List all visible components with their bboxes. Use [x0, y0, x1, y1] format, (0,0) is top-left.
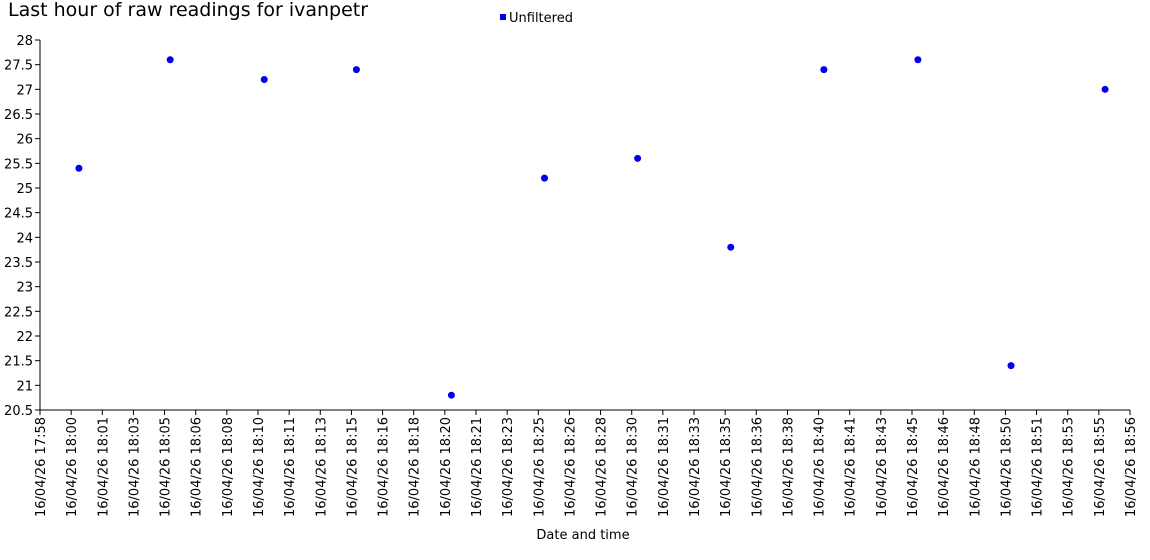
x-tick-label: 16/04/26 18:05 — [159, 417, 174, 517]
x-tick-label: 16/04/26 18:28 — [595, 417, 610, 517]
y-tick-label: 21.5 — [4, 355, 33, 370]
x-tick-label: 16/04/26 18:56 — [1124, 417, 1139, 517]
x-tick-label: 16/04/26 18:13 — [314, 417, 329, 517]
x-tick-label: 16/04/26 18:40 — [813, 417, 828, 517]
y-tick-label: 22.5 — [4, 305, 33, 320]
y-tick-label: 24.5 — [4, 207, 33, 222]
y-tick-label: 27 — [16, 83, 33, 98]
point — [75, 164, 83, 172]
x-tick-label: 16/04/26 18:46 — [937, 417, 952, 517]
point — [447, 391, 455, 399]
y-tick-label: 28 — [16, 34, 33, 49]
x-tick-label: 16/04/26 18:51 — [1031, 417, 1046, 517]
point — [820, 66, 828, 74]
y-tick-label: 24 — [16, 231, 33, 246]
y-tick-label: 20.5 — [4, 404, 33, 419]
x-tick-label: 16/04/26 18:23 — [501, 417, 516, 517]
x-tick-label: 16/04/26 18:31 — [657, 417, 672, 517]
x-tick-label: 16/04/26 18:01 — [96, 417, 111, 517]
point — [1101, 85, 1109, 93]
point — [914, 56, 922, 64]
point — [727, 243, 735, 251]
y-tick-label: 21 — [16, 379, 33, 394]
x-tick-label: 16/04/26 18:45 — [906, 417, 921, 517]
y-tick-label: 25.5 — [4, 157, 33, 172]
x-tick-label: 16/04/26 18:43 — [875, 417, 890, 517]
point — [166, 56, 174, 64]
y-tick-label: 23.5 — [4, 256, 33, 271]
x-tick-label: 16/04/26 18:11 — [283, 417, 298, 517]
x-tick-label: 16/04/26 18:10 — [252, 417, 267, 517]
x-tick-label: 16/04/26 18:35 — [719, 417, 734, 517]
y-tick-label: 26.5 — [4, 108, 33, 123]
point — [260, 75, 268, 83]
y-tick-label: 25 — [16, 182, 33, 197]
chart-title: Last hour of raw readings for ivanpetr — [8, 0, 368, 21]
x-tick-label: 16/04/26 18:33 — [688, 417, 703, 517]
x-tick-label: 16/04/26 18:26 — [563, 417, 578, 517]
legend-marker — [500, 14, 506, 20]
x-tick-label: 16/04/26 18:30 — [626, 417, 641, 517]
x-tick-label: 16/04/26 18:00 — [65, 417, 80, 517]
x-tick-label: 16/04/26 18:55 — [1093, 417, 1108, 517]
legend-label: Unfiltered — [509, 11, 573, 26]
x-tick-label: 16/04/26 18:08 — [221, 417, 236, 517]
point — [352, 66, 360, 74]
x-tick-label: 16/04/26 18:48 — [968, 417, 983, 517]
x-tick-label: 16/04/26 17:58 — [34, 417, 49, 517]
x-tick-label: 16/04/26 18:20 — [439, 417, 454, 517]
x-axis-label: Date and time — [536, 528, 629, 543]
x-tick-label: 16/04/26 18:16 — [377, 417, 392, 517]
x-tick-label: 16/04/26 18:15 — [345, 417, 360, 517]
x-tick-label: 16/04/26 18:50 — [999, 417, 1014, 517]
y-tick-label: 27.5 — [4, 59, 33, 74]
x-tick-label: 16/04/26 18:53 — [1062, 417, 1077, 517]
point — [541, 174, 549, 182]
y-tick-label: 26 — [16, 133, 33, 148]
x-tick-label: 16/04/26 18:06 — [190, 417, 205, 517]
point — [634, 154, 642, 162]
x-tick-label: 16/04/26 18:41 — [844, 417, 859, 517]
point — [1007, 362, 1015, 370]
y-tick-label: 22 — [16, 330, 33, 345]
x-tick-label: 16/04/26 18:25 — [532, 417, 547, 517]
x-tick-label: 16/04/26 18:38 — [781, 417, 796, 517]
x-tick-label: 16/04/26 18:36 — [750, 417, 765, 517]
x-tick-label: 16/04/26 18:18 — [408, 417, 423, 517]
x-tick-label: 16/04/26 18:03 — [127, 417, 142, 517]
x-tick-label: 16/04/26 18:21 — [470, 417, 485, 517]
y-tick-label: 23 — [16, 281, 33, 296]
